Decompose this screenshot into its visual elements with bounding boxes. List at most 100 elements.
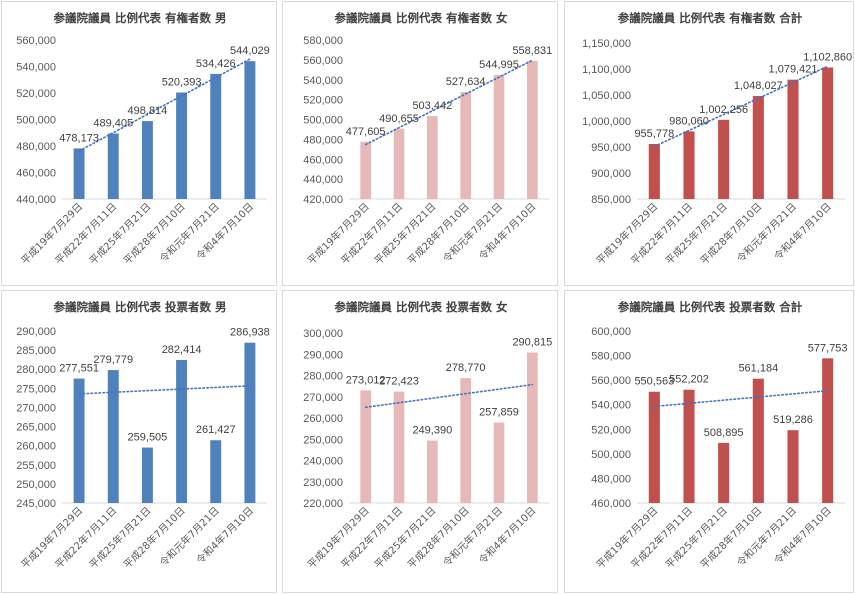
y-tick-label: 290,000 (16, 326, 56, 338)
x-category-label: 令和元年7月21日 (157, 504, 222, 569)
bar (822, 67, 834, 199)
data-label: 290,815 (512, 337, 552, 349)
chart-panel-voters-female: 参議院議員 比例代表 投票者数 女 220,000 230,000 240,000 25… (282, 290, 558, 593)
bar (527, 352, 538, 503)
data-label: 1,079,421 (769, 64, 818, 76)
data-label: 477,605 (346, 126, 386, 138)
trendline (364, 383, 534, 409)
y-tick-label: 480,000 (303, 134, 343, 146)
data-label: 544,029 (230, 45, 270, 57)
y-tick-label: 850,000 (591, 194, 631, 206)
y-tick-label: 1,100,000 (582, 64, 631, 76)
bar (787, 79, 799, 199)
chart-svg: 参議院議員 比例代表 有権者数 女 420,000 440,000 460,000 48… (303, 11, 552, 267)
x-category-label: 平成28年7月10日 (121, 504, 188, 571)
data-label: 257,859 (479, 407, 519, 419)
x-category-label: 令和4年7月10日 (476, 200, 539, 263)
bar (493, 74, 505, 199)
x-category-label: 平成19年7月29日 (18, 504, 85, 571)
data-label: 490,655 (379, 113, 419, 125)
chart-svg: 参議院議員 比例代表 有権者数 合計 850,000 900,000 950,000 1… (582, 11, 852, 267)
chart-panel-registered-total: 参議院議員 比例代表 有権者数 合計 850,000 900,000 950,000 1… (564, 1, 854, 286)
x-category-label: 平成19年7月29日 (305, 200, 372, 267)
y-tick-label: 560,000 (16, 35, 56, 47)
data-label: 955,778 (634, 128, 674, 140)
chart-panel-voters-total: 参議院議員 比例代表 投票者数 合計 460,000 480,000 500,000 5… (564, 290, 854, 593)
y-tick-label: 600,000 (591, 326, 631, 338)
y-tick-label: 260,000 (303, 413, 343, 425)
bar (393, 391, 405, 503)
trendline (364, 59, 534, 146)
y-tick-label: 260,000 (16, 441, 56, 453)
y-tick-label: 480,000 (16, 141, 56, 153)
x-category-label: 平成19年7月29日 (593, 504, 660, 571)
x-category-label: 平成22年7月11日 (628, 200, 695, 267)
bar (141, 447, 153, 503)
y-tick-label: 580,000 (591, 351, 631, 363)
y-tick-label: 270,000 (303, 392, 343, 404)
x-category-label: 平成25年7月21日 (86, 504, 153, 571)
data-label: 550,563 (634, 376, 674, 388)
x-category-label: 平成28年7月10日 (697, 200, 764, 267)
bar (460, 92, 471, 199)
bar (648, 143, 660, 199)
x-category-label: 平成22年7月11日 (338, 200, 405, 267)
y-tick-label: 950,000 (591, 142, 631, 154)
y-tick-label: 290,000 (303, 349, 343, 361)
y-tick-label: 520,000 (591, 424, 631, 436)
x-category-label: 平成22年7月11日 (52, 200, 119, 267)
bar (787, 430, 799, 503)
x-category-label: 平成28年7月10日 (121, 200, 188, 267)
data-label: 286,938 (230, 327, 270, 339)
bar (107, 370, 119, 503)
y-tick-label: 275,000 (16, 383, 56, 395)
y-tick-label: 265,000 (16, 422, 56, 434)
x-category-label: 平成19年7月29日 (593, 200, 660, 267)
bar (527, 61, 538, 199)
data-label: 279,779 (93, 354, 133, 366)
x-category-label: 令和4年7月10日 (476, 504, 539, 567)
data-label: 519,286 (773, 414, 813, 426)
data-label: 249,390 (412, 425, 452, 437)
y-tick-label: 520,000 (16, 88, 56, 100)
y-tick-label: 480,000 (591, 473, 631, 485)
bar (176, 359, 188, 503)
y-tick-label: 540,000 (16, 62, 56, 74)
y-tick-label: 580,000 (303, 35, 343, 47)
bar (393, 128, 405, 199)
bar (752, 96, 764, 199)
bar (683, 389, 695, 503)
x-category-label: 平成25年7月21日 (371, 200, 438, 267)
data-label: 259,505 (128, 432, 168, 444)
y-tick-label: 440,000 (303, 174, 343, 186)
x-category-label: 令和4年7月10日 (193, 504, 256, 567)
bar (493, 422, 505, 503)
data-label: 278,770 (446, 362, 486, 374)
x-category-label: 平成28年7月10日 (697, 504, 764, 571)
data-label: 577,753 (808, 342, 848, 354)
bar (73, 378, 85, 503)
y-tick-label: 460,000 (16, 168, 56, 180)
data-label: 558,831 (512, 45, 552, 57)
y-tick-label: 900,000 (591, 168, 631, 180)
y-tick-label: 560,000 (303, 55, 343, 67)
y-tick-label: 280,000 (16, 364, 56, 376)
data-label: 498,814 (128, 105, 168, 117)
y-tick-label: 440,000 (16, 194, 56, 206)
trendline (653, 389, 829, 408)
bar (427, 116, 438, 199)
x-category-label: 平成25年7月21日 (371, 504, 438, 571)
chart-title: 参議院議員 比例代表 有権者数 男 (52, 11, 226, 25)
data-label: 544,995 (479, 59, 519, 71)
y-tick-label: 1,000,000 (582, 116, 631, 128)
chart-svg: 参議院議員 比例代表 投票者数 男 245,000 250,000 255,000 26… (16, 300, 270, 571)
y-tick-label: 540,000 (591, 400, 631, 412)
x-category-label: 平成22年7月11日 (338, 504, 405, 571)
x-category-label: 平成25年7月21日 (663, 200, 730, 267)
data-label: 508,895 (704, 427, 744, 439)
bar (244, 342, 256, 503)
y-tick-label: 240,000 (303, 456, 343, 468)
bar (683, 131, 695, 199)
trendline (653, 65, 829, 148)
bar (822, 358, 834, 503)
